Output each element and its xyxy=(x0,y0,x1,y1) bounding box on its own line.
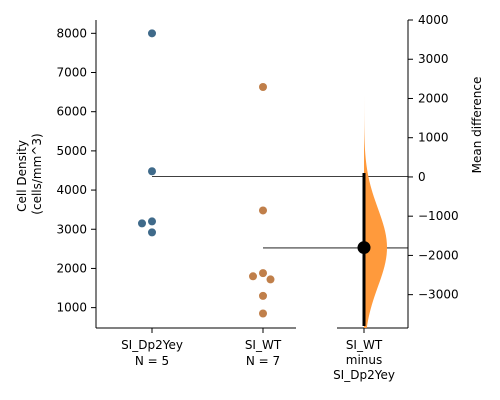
data-point xyxy=(259,291,267,300)
data-point xyxy=(266,275,275,284)
y-axis-title: Cell Density (cells/mm^3) xyxy=(15,133,44,214)
left-tick-label: 8000 xyxy=(56,26,87,40)
group-n-label: N = 7 xyxy=(246,354,280,368)
delta-label: minus xyxy=(346,353,383,367)
group-label: SI_WT xyxy=(245,338,282,352)
data-point xyxy=(259,269,267,278)
left-tick-label: 5000 xyxy=(56,144,87,158)
left-tick-label: 3000 xyxy=(56,222,87,236)
right-tick-label: 3000 xyxy=(418,52,449,66)
right-tick-label: 2000 xyxy=(418,91,449,105)
left-ticks: 1000 2000 3000 4000 5000 6000 7000 8000 xyxy=(56,26,96,315)
right-tick-label: 0 xyxy=(418,170,426,184)
data-point xyxy=(249,272,257,281)
group-label: SI_Dp2Yey xyxy=(121,338,183,352)
data-point xyxy=(259,83,267,92)
data-point xyxy=(148,29,156,38)
left-tick-label: 2000 xyxy=(56,261,87,275)
data-point xyxy=(259,309,267,318)
right-tick-label: 1000 xyxy=(418,131,449,145)
data-point xyxy=(148,217,156,226)
swarm-points xyxy=(138,29,275,318)
delta-distribution xyxy=(357,96,387,328)
right-tick-label: 4000 xyxy=(418,13,449,27)
group-n-label: N = 5 xyxy=(135,354,169,368)
data-point xyxy=(259,206,267,215)
bootstrap-distribution xyxy=(364,96,387,328)
right-axis-title: Mean difference xyxy=(470,77,484,174)
delta-label: SI_WT xyxy=(346,338,383,352)
right-tick-label: −3000 xyxy=(418,288,459,302)
left-tick-label: 7000 xyxy=(56,66,87,80)
data-point xyxy=(148,167,156,176)
mean-difference-point xyxy=(357,241,371,255)
delta-label: SI_Dp2Yey xyxy=(333,368,395,382)
data-point xyxy=(138,219,146,228)
data-point xyxy=(148,228,156,237)
left-tick-label: 1000 xyxy=(56,301,87,315)
right-ticks: −3000 −2000 −1000 0 1000 2000 3000 4000 xyxy=(408,13,459,302)
right-tick-label: −1000 xyxy=(418,209,459,223)
delta-axis xyxy=(337,20,409,329)
left-axis xyxy=(95,20,296,329)
left-tick-label: 4000 xyxy=(56,183,87,197)
right-tick-label: −2000 xyxy=(418,248,459,262)
left-tick-label: 6000 xyxy=(56,105,87,119)
